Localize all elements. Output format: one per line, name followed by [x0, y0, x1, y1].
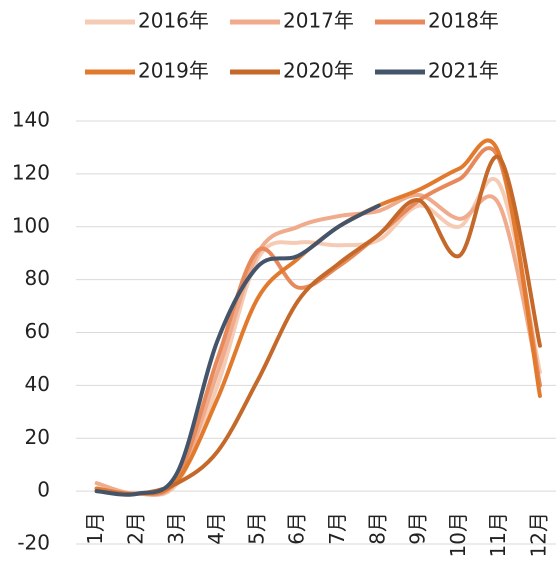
- legend-label: 2018年: [428, 9, 499, 33]
- x-tick-label: 10月: [446, 512, 470, 557]
- y-tick-label: 140: [12, 108, 50, 132]
- legend-label: 2021年: [428, 59, 499, 83]
- x-tick-label: 2月: [123, 512, 147, 545]
- y-tick-label: 20: [25, 425, 50, 449]
- series-line: [94, 203, 381, 497]
- x-tick-label: 4月: [204, 512, 228, 545]
- y-tick-label: 0: [37, 478, 50, 502]
- x-tick-label: 11月: [486, 512, 510, 557]
- y-tick-label: 120: [12, 160, 50, 184]
- legend-label: 2019年: [138, 59, 209, 83]
- x-tick-label: 1月: [83, 512, 107, 545]
- legend-label: 2020年: [283, 59, 354, 83]
- x-tick-label: 7月: [325, 512, 349, 545]
- y-tick-label: 80: [25, 266, 50, 290]
- y-tick-label: -20: [17, 531, 50, 555]
- y-tick-label: 40: [25, 372, 50, 396]
- x-tick-label: 6月: [285, 512, 309, 545]
- x-tick-label: 9月: [406, 512, 430, 545]
- series-line: [94, 146, 542, 497]
- series-line: [94, 154, 542, 497]
- y-tick-label: 60: [25, 319, 50, 343]
- x-tick-label: 12月: [526, 512, 550, 557]
- legend-label: 2016年: [138, 9, 209, 33]
- y-tick-label: 100: [12, 213, 50, 237]
- x-tick-label: 8月: [365, 512, 389, 545]
- series-line: [94, 138, 542, 496]
- legend-label: 2017年: [283, 9, 354, 33]
- x-tick-label: 3月: [164, 512, 188, 545]
- x-tick-label: 5月: [244, 512, 268, 545]
